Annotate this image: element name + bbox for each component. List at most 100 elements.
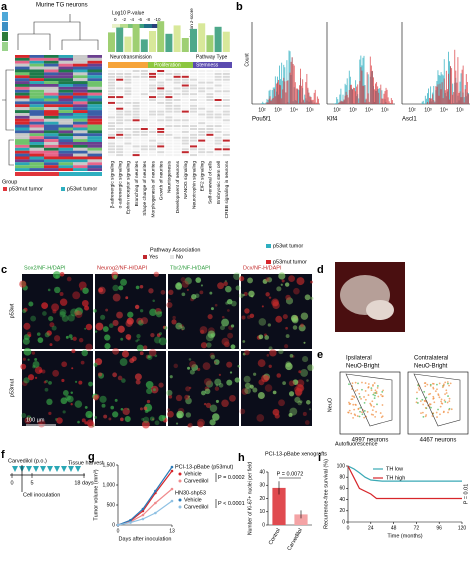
event — [417, 384, 420, 387]
association-cell — [124, 139, 132, 142]
label: Klf4 — [327, 117, 338, 123]
association-cell — [165, 78, 173, 81]
association-cell — [108, 87, 115, 90]
association-cell — [116, 151, 124, 154]
association-cell — [222, 128, 230, 130]
label: 500 — [107, 502, 116, 508]
histogram-bar — [446, 89, 448, 104]
label: Pou5f1 — [252, 117, 272, 123]
association-cell — [198, 75, 206, 78]
event — [440, 400, 442, 403]
cell-signal — [30, 315, 37, 322]
association-cell — [222, 148, 230, 151]
point — [129, 518, 132, 522]
cell-signal — [139, 407, 143, 411]
histogram-bar — [445, 70, 447, 104]
histogram-bar — [342, 101, 344, 104]
cell-signal — [204, 378, 212, 386]
heatmap-cell — [15, 130, 30, 134]
association-cell — [116, 75, 124, 78]
label: 24 — [368, 525, 374, 531]
association-cell — [149, 96, 156, 99]
histogram-bar — [293, 65, 295, 104]
label: Tumor volume (mm³) — [93, 469, 99, 520]
cell-signal — [242, 352, 246, 356]
cell-signal — [226, 379, 233, 386]
histogram-bar — [312, 99, 314, 104]
association-cell — [165, 133, 173, 136]
association-cell — [132, 75, 140, 78]
heatmap-cell — [87, 113, 102, 116]
association-cell — [214, 110, 222, 113]
cell-signal — [134, 304, 140, 310]
cell-signal — [210, 307, 214, 311]
heatmap-cell — [44, 144, 59, 148]
histogram-bar — [370, 65, 372, 104]
heatmap-cell — [58, 60, 73, 64]
association-cell — [140, 136, 148, 139]
association-cell — [181, 154, 189, 157]
heatmap-cell — [29, 150, 44, 154]
label: 10² — [258, 107, 266, 113]
association-cell — [108, 119, 115, 122]
association-cell — [132, 78, 140, 81]
histogram-bar — [346, 94, 348, 104]
label: Embryonic stem cell — [216, 161, 222, 204]
cell-signal — [47, 288, 51, 292]
cell-signal — [93, 394, 99, 401]
association-cell — [206, 119, 214, 122]
cell-signal — [264, 335, 270, 340]
cell-signal — [20, 363, 27, 370]
association-cell — [190, 116, 197, 119]
cell-signal — [46, 398, 53, 406]
zscore-legend — [2, 12, 8, 21]
association-cell — [157, 139, 165, 142]
histogram-bar — [269, 96, 271, 104]
association-cell — [140, 139, 148, 142]
histogram-bar — [288, 50, 290, 104]
heatmap-cell — [58, 168, 73, 171]
cell-signal — [306, 379, 309, 382]
association-cell — [222, 87, 230, 90]
heatmap-cell — [29, 104, 44, 108]
association-cell — [108, 145, 115, 148]
association-cell — [206, 145, 214, 148]
association-cell — [116, 70, 124, 72]
cell-signal — [121, 378, 126, 383]
cell-signal — [274, 413, 280, 419]
association-cell — [165, 104, 173, 107]
heatmap-cell — [15, 95, 30, 99]
association-cell — [132, 81, 140, 84]
association-cell — [165, 125, 173, 128]
cell-signal — [136, 344, 144, 352]
heatmap-cell — [15, 101, 30, 105]
histogram-bar — [462, 65, 464, 104]
cell-signal — [125, 319, 133, 327]
cell-signal — [184, 277, 192, 285]
dose — [40, 466, 46, 472]
cell-signal — [300, 323, 304, 328]
histogram-bar — [362, 57, 364, 104]
event — [352, 403, 355, 406]
association-cell — [222, 136, 230, 139]
cell-signal — [292, 379, 299, 385]
association-cell — [132, 72, 140, 75]
cell-signal — [110, 405, 115, 410]
association-cell — [108, 136, 115, 139]
association-cell — [132, 145, 140, 148]
association-cell — [157, 130, 165, 133]
association-cell — [108, 104, 115, 107]
label: 72 — [414, 525, 420, 531]
histogram-bar — [302, 79, 304, 104]
heatmap-cell — [58, 84, 73, 87]
cell-signal — [156, 333, 161, 338]
cell-signal — [290, 314, 299, 323]
cell-signal — [288, 275, 295, 283]
cell-signal — [22, 309, 27, 314]
label: 100 — [337, 463, 346, 469]
heatmap-cell — [73, 92, 88, 96]
label: -6 — [138, 17, 142, 22]
cell-signal — [209, 419, 216, 426]
association-cell — [198, 81, 206, 84]
cell-signal — [300, 312, 309, 320]
